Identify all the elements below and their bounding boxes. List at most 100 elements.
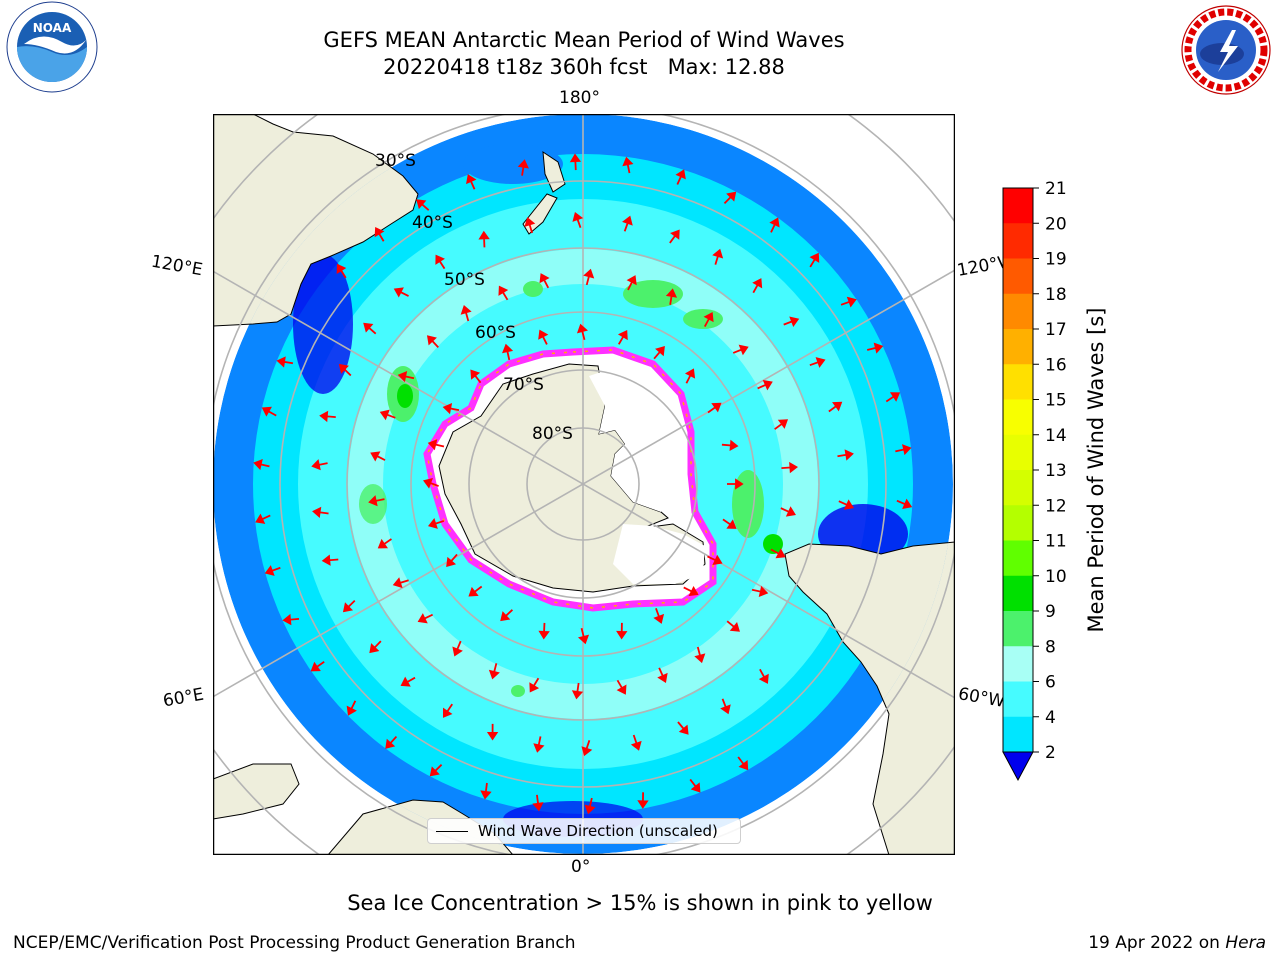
arrow-icon	[392, 577, 409, 589]
arrow-icon	[707, 554, 723, 566]
arrow-icon	[311, 459, 328, 471]
arrow-icon	[426, 335, 439, 349]
arrow-icon	[689, 778, 701, 793]
legend-label: Wind Wave Direction (unscaled)	[478, 822, 718, 840]
colorbar-band	[1003, 470, 1033, 506]
arrow-icon	[838, 499, 854, 510]
arrow-icon	[637, 792, 649, 809]
colorbar-tick-label: 12	[1045, 496, 1067, 516]
colorbar-tick-label: 15	[1045, 391, 1067, 411]
arrow-icon	[703, 311, 714, 328]
arrow-icon	[336, 263, 347, 279]
arrow-icon	[737, 756, 749, 771]
arrow-icon	[723, 191, 737, 204]
arrow-icon	[397, 371, 415, 383]
arrow-icon	[774, 419, 789, 430]
arrow-icon	[385, 735, 398, 749]
polar-map: 180° 120°E 120°W 60°E 60°W 0° 30°S 40°S …	[150, 88, 1016, 877]
arrow-icon	[837, 449, 854, 461]
arrow-icon	[758, 668, 769, 684]
arrow-icon	[617, 329, 628, 345]
arrow-icon	[435, 254, 446, 270]
arrow-icon	[653, 346, 665, 360]
arrow-icon	[571, 682, 584, 700]
arrow-icon	[866, 342, 884, 354]
lon-label-60e: 60°E	[161, 684, 206, 712]
sea-ice-caption: Sea Ice Concentration > 15% is shown in …	[347, 891, 933, 915]
colorbar-band	[1003, 646, 1033, 682]
colorbar-band	[1003, 329, 1033, 365]
arrow-icon	[616, 679, 627, 695]
arrow-icon	[669, 229, 680, 244]
arrow-icon	[368, 495, 385, 507]
arrow-icon	[255, 513, 271, 524]
arrow-icon	[657, 667, 668, 683]
arrow-icon	[675, 169, 686, 185]
arrow-icon	[393, 287, 409, 298]
colorbar-tick-label: 2	[1045, 743, 1056, 763]
arrow-icon	[427, 439, 445, 451]
lat-label-50s: 50°S	[444, 270, 485, 290]
chart-title: GEFS MEAN Antarctic Mean Period of Wind …	[323, 28, 845, 52]
arrow-icon	[712, 248, 724, 265]
arrow-icon	[338, 363, 352, 377]
arrow-icon	[622, 156, 634, 174]
arrow-icon	[264, 565, 281, 576]
arrow-icon	[726, 620, 740, 632]
arrow-icon	[677, 721, 689, 735]
arrow-icon	[416, 199, 430, 211]
arrow-icon	[517, 159, 529, 176]
colorbar-tick-label: 16	[1045, 355, 1067, 375]
arrow-icon	[581, 740, 593, 757]
arrow-icon	[276, 356, 294, 368]
map-legend: Wind Wave Direction (unscaled)	[427, 818, 741, 844]
wind-wave-direction-arrows	[253, 153, 913, 815]
colorbar-tick-label: 18	[1045, 285, 1067, 305]
arrow-icon	[751, 585, 769, 598]
colorbar-tick-label: 6	[1045, 673, 1056, 693]
colorbar-tick-label: 20	[1045, 214, 1067, 234]
footer-credit: NCEP/EMC/Verification Post Processing Pr…	[13, 933, 576, 953]
arrow-icon	[539, 273, 550, 289]
arrow-icon	[828, 401, 843, 413]
colorbar-tick-label: 17	[1045, 320, 1067, 340]
colorbar-band	[1003, 681, 1033, 718]
colorbar-band	[1003, 575, 1033, 612]
arrow-icon	[500, 609, 514, 622]
arrow-icon	[584, 797, 596, 815]
arrow-icon	[720, 698, 731, 715]
arrow-icon	[694, 646, 706, 664]
arrow-icon	[533, 736, 545, 753]
arrow-icon	[577, 627, 590, 645]
arrow-icon	[626, 275, 637, 291]
arrow-icon	[468, 585, 483, 597]
arrow-icon	[488, 663, 500, 680]
arrow-icon	[370, 451, 386, 462]
arrow-icon	[480, 782, 492, 800]
arrow-icon	[569, 153, 582, 171]
arrow-icon	[312, 506, 329, 519]
arrow-icon	[653, 607, 665, 624]
arrow-icon	[783, 316, 800, 328]
arrow-icon	[732, 344, 749, 356]
arrow-icon	[369, 640, 382, 654]
arrow-icon	[466, 174, 477, 190]
arrow-icon	[429, 764, 443, 777]
lat-label-30s: 30°S	[375, 151, 416, 171]
arrow-icon	[780, 506, 796, 517]
colorbar-band	[1003, 716, 1033, 753]
colorbar-tick-label: 10	[1045, 567, 1067, 587]
chart-subtitle: 20220418 t18z 360h fcst Max: 12.88	[383, 55, 785, 79]
arrow-icon	[727, 478, 744, 490]
arrow-icon	[400, 676, 416, 687]
arrow-icon	[319, 410, 336, 423]
arrow-icon	[781, 461, 798, 474]
arrow-icon	[460, 304, 472, 322]
lon-label-120e: 120°E	[149, 251, 205, 281]
arrow-icon	[342, 599, 356, 613]
arrow-icon	[524, 217, 536, 234]
lat-label-40s: 40°S	[412, 213, 453, 233]
arrow-icon	[622, 215, 633, 232]
colorbar-band	[1003, 258, 1033, 295]
arrow-icon	[363, 322, 377, 335]
